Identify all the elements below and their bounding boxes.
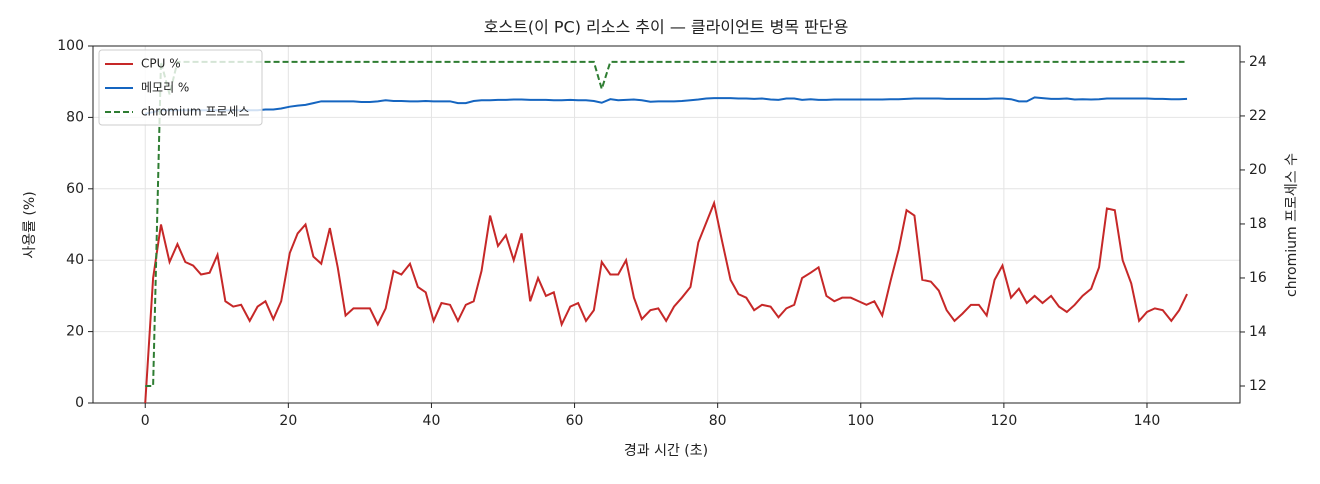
x-tick-label: 80	[709, 413, 727, 429]
x-tick-label: 100	[847, 413, 874, 429]
y2-tick-label: 24	[1249, 54, 1267, 70]
y-tick-label: 100	[57, 38, 84, 54]
chart-title: 호스트(이 PC) 리소스 추이 — 클라이언트 병목 판단용	[484, 18, 849, 37]
legend-label: 메모리 %	[141, 81, 189, 95]
x-tick-label: 0	[141, 413, 150, 429]
x-tick-label: 120	[991, 413, 1018, 429]
y2-tick-label: 18	[1249, 216, 1267, 232]
y2-axis-label: chromium 프로세스 수	[1284, 153, 1300, 297]
y-tick-label: 20	[66, 324, 84, 340]
y2-tick-label: 20	[1249, 162, 1267, 178]
x-tick-label: 40	[423, 413, 441, 429]
legend-box	[98, 49, 263, 126]
legend-label: chromium 프로세스	[141, 105, 250, 119]
series-line	[144, 199, 1188, 404]
plot-frame	[92, 45, 1241, 404]
y2-tick-label: 12	[1249, 378, 1267, 394]
legend: CPU % 메모리 % chromium 프로세스	[98, 49, 263, 126]
legend-label: CPU %	[141, 57, 181, 71]
x-axis-label: 경과 시간 (초)	[624, 443, 708, 459]
x-tick-label: 140	[1134, 413, 1161, 429]
x-tick-label: 20	[279, 413, 297, 429]
series-line	[145, 96, 1188, 115]
y-axis-label: 사용률 (%)	[22, 191, 38, 258]
y2-tick-label: 16	[1249, 270, 1267, 286]
y-tick-label: 0	[75, 395, 84, 411]
x-tick-label: 60	[566, 413, 584, 429]
series-line	[145, 60, 1188, 387]
y-tick-label: 60	[66, 181, 84, 197]
y2-tick-label: 14	[1249, 324, 1267, 340]
y-tick-label: 80	[66, 109, 84, 125]
y2-tick-label: 22	[1249, 108, 1267, 124]
y-tick-label: 40	[66, 252, 84, 268]
